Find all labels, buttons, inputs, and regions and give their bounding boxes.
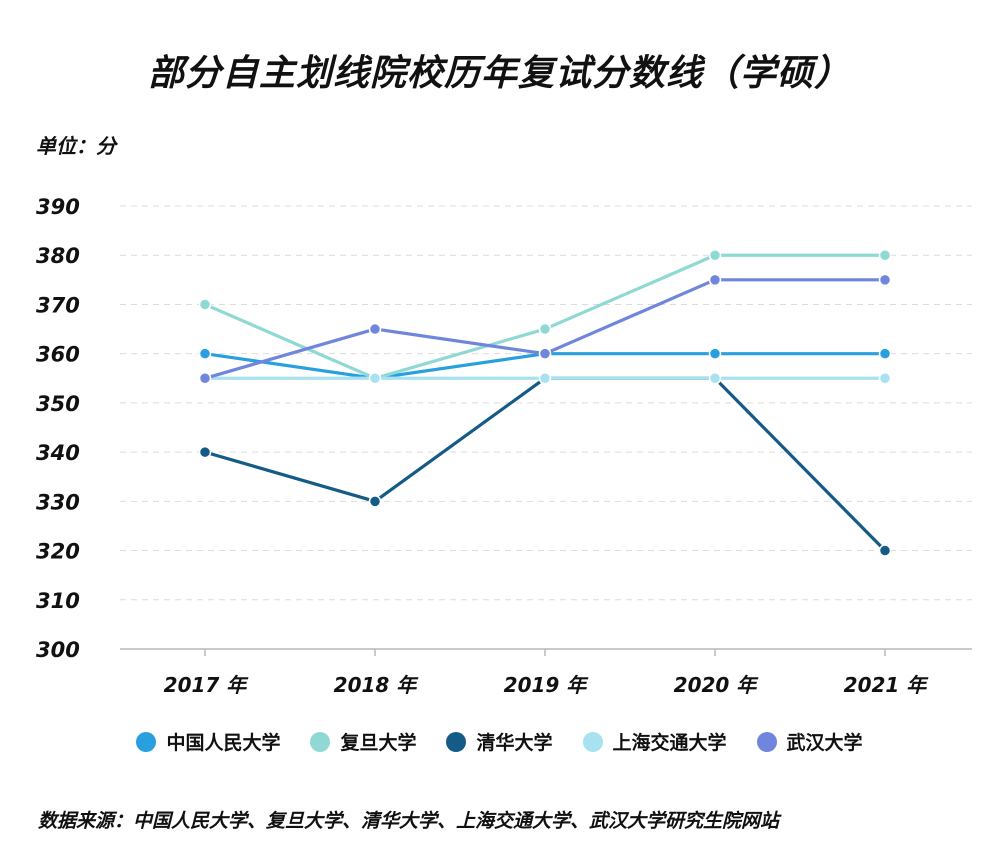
data-point <box>368 495 382 508</box>
legend-swatch <box>310 731 331 752</box>
y-tick-label: 300 <box>36 638 80 662</box>
y-tick-label: 370 <box>36 293 80 317</box>
data-point <box>198 347 212 360</box>
data-point <box>878 273 892 287</box>
legend-item: 复旦大学 <box>310 728 416 755</box>
legend-swatch <box>136 731 157 752</box>
y-tick-label: 320 <box>36 540 80 564</box>
legend-swatch <box>582 731 603 752</box>
legend-label: 上海交通大学 <box>612 732 727 754</box>
y-tick-label: 330 <box>36 490 80 514</box>
legend-label: 武汉大学 <box>786 732 863 754</box>
line-chart: 300 310 320 330 340 350 360 370 380 390 2017 年 2018… <box>36 195 972 697</box>
data-point <box>708 248 722 262</box>
legend-label: 清华大学 <box>476 732 553 754</box>
x-tick-label: 2017 年 <box>164 673 250 697</box>
x-tick-label: 2018 年 <box>334 673 420 697</box>
data-point <box>708 273 722 287</box>
y-tick-label: 380 <box>36 244 80 268</box>
data-point <box>198 298 212 311</box>
legend-label: 复旦大学 <box>340 732 417 754</box>
data-point <box>878 372 892 385</box>
y-tick-label: 350 <box>36 392 80 416</box>
chart-legend: 中国人民大学 复旦大学 清华大学 上海交通大学 武汉大学 <box>0 728 999 755</box>
legend-label: 中国人民大学 <box>166 732 281 754</box>
series-line-3 <box>204 376 887 552</box>
data-point <box>538 322 552 336</box>
y-tick-label: 390 <box>36 195 80 219</box>
y-tick-label: 340 <box>36 441 80 465</box>
legend-item: 清华大学 <box>446 728 553 755</box>
data-point <box>198 372 212 385</box>
legend-item: 中国人民大学 <box>136 728 280 755</box>
data-point <box>538 372 552 385</box>
data-source: 数据来源：中国人民大学、复旦大学、清华大学、上海交通大学、武汉大学研究生院网站 <box>38 810 780 832</box>
x-tick-label: 2020 年 <box>674 673 760 697</box>
data-point <box>878 347 892 360</box>
data-point <box>368 322 382 336</box>
data-point <box>878 248 892 262</box>
y-tick-label: 360 <box>36 343 80 367</box>
x-tick-label: 2021 年 <box>844 673 930 697</box>
chart-title: 部分自主划线院校历年复试分数线（学硕） <box>147 53 851 94</box>
unit-label: 单位：分 <box>36 134 116 158</box>
legend-swatch <box>446 731 467 752</box>
data-point <box>368 372 382 385</box>
legend-item: 武汉大学 <box>756 728 863 755</box>
data-point <box>538 347 552 360</box>
data-point <box>878 544 892 557</box>
legend-item: 上海交通大学 <box>582 728 727 755</box>
x-tick-label: 2019 年 <box>504 673 590 697</box>
y-tick-label: 310 <box>36 589 80 613</box>
data-point <box>708 372 722 385</box>
data-point <box>198 445 212 459</box>
data-point <box>708 347 722 360</box>
legend-swatch <box>756 731 777 752</box>
